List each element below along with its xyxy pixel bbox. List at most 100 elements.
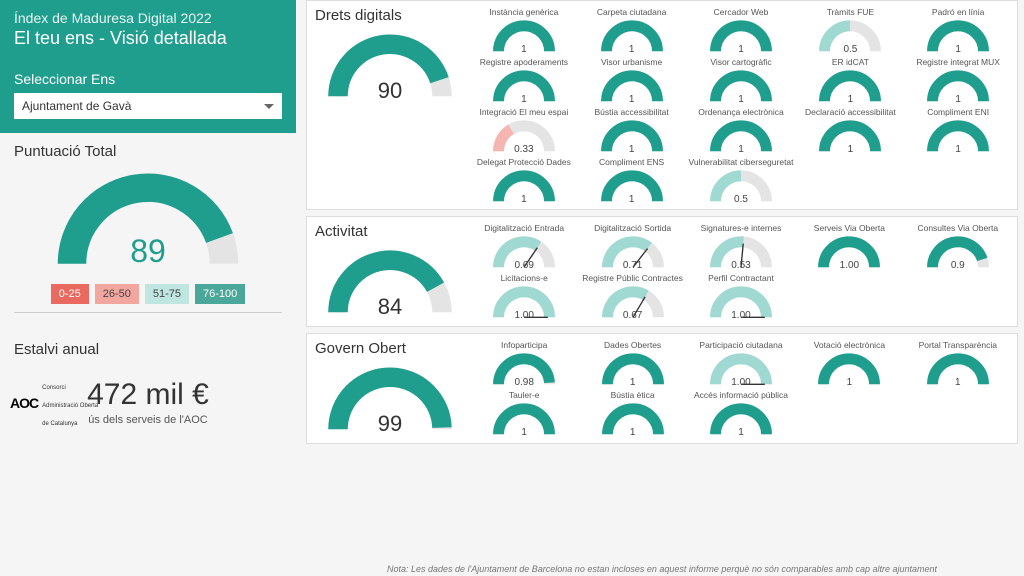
mini-label: Vulnerabilitat ciberseguretat bbox=[688, 157, 793, 167]
mini-gauge: Signatures-e internes 0.53 bbox=[690, 223, 792, 271]
mini-gauge: Integració El meu espai 0.33 bbox=[473, 107, 575, 155]
mini-gauge-grid: Digitalització Entrada 0.69Digitalitzaci… bbox=[473, 223, 1009, 321]
mini-label: Delegat Protecció Dades bbox=[473, 157, 575, 167]
mini-label: Compliment ENI bbox=[907, 107, 1009, 117]
mini-gauge: Participació ciutadana 1.00 bbox=[690, 340, 792, 388]
mini-gauge: Compliment ENS 1 bbox=[581, 157, 683, 205]
mini-gauge: Tauler-e 1 bbox=[473, 390, 575, 438]
mini-gauge-grid: Infoparticipa 0.98Dades Obertes 1Partici… bbox=[473, 340, 1009, 438]
mini-gauge: Dades Obertes 1 bbox=[581, 340, 683, 388]
mini-gauge: Carpeta ciutadana 1 bbox=[581, 7, 683, 55]
mini-label: Declaració accessibilitat bbox=[800, 107, 902, 117]
mini-gauge: Licitacions-e 1.00 bbox=[473, 273, 575, 321]
logo-line3: de Catalunya bbox=[42, 421, 77, 427]
mini-gauge: Compliment ENI 1 bbox=[907, 107, 1009, 155]
mini-gauge: Digitalització Sortida 0.71 bbox=[581, 223, 683, 271]
logo-brand: AOC bbox=[10, 395, 38, 411]
mini-gauge: Registre apoderaments 1 bbox=[473, 57, 575, 105]
dropdown-value: Ajuntament de Gavà bbox=[22, 99, 131, 113]
mini-label: Registre integrat MUX bbox=[907, 57, 1009, 67]
total-score-title: Puntuació Total bbox=[14, 143, 282, 160]
mini-gauge: Instància genèrica 1 bbox=[473, 7, 575, 55]
mini-gauge: Portal Transparència 1 bbox=[907, 340, 1009, 388]
logo-line1: Consorci bbox=[42, 385, 66, 391]
section-title: Drets digitals bbox=[315, 7, 402, 24]
section-title: Govern Obert bbox=[315, 340, 406, 357]
mini-label: Visor cartogràfic bbox=[688, 57, 793, 67]
mini-gauge: Accés informació pública 1 bbox=[690, 390, 792, 438]
mini-gauge: Ordenança electrònica 1 bbox=[688, 107, 793, 155]
mini-label: Instància genèrica bbox=[473, 7, 575, 17]
mini-gauge: Padró en línia 1 bbox=[907, 7, 1009, 55]
section-gauge: 84 bbox=[325, 244, 455, 322]
legend-51-75: 51-75 bbox=[145, 284, 189, 304]
score-legend: 0-25 26-50 51-75 76-100 bbox=[14, 284, 282, 304]
mini-label: Integració El meu espai bbox=[473, 107, 575, 117]
logo-line2: Administració Oberta bbox=[42, 403, 98, 409]
mini-gauge: Vulnerabilitat ciberseguretat 0.5 bbox=[688, 157, 793, 205]
mini-gauge: Bústia ètica 1 bbox=[581, 390, 683, 438]
mini-gauge: Delegat Protecció Dades 1 bbox=[473, 157, 575, 205]
mini-gauge: Infoparticipa 0.98 bbox=[473, 340, 575, 388]
section-1: Activitat 84Digitalització Entrada 0.69D… bbox=[306, 216, 1018, 327]
mini-label: Digitalització Entrada bbox=[473, 223, 575, 233]
mini-label: Registre apoderaments bbox=[473, 57, 575, 67]
legend-26-50: 26-50 bbox=[95, 284, 139, 304]
mini-label: Tràmits FUE bbox=[800, 7, 902, 17]
mini-label: Signatures-e internes bbox=[690, 223, 792, 233]
mini-label: Visor urbanisme bbox=[581, 57, 683, 67]
mini-label: Serveis Via Oberta bbox=[798, 223, 900, 233]
selector-label: Seleccionar Ens bbox=[14, 71, 282, 87]
mini-gauge: Registre integrat MUX 1 bbox=[907, 57, 1009, 105]
left-column: Índex de Maduresa Digital 2022 El teu en… bbox=[0, 0, 296, 436]
header-supertitle: Índex de Maduresa Digital 2022 bbox=[14, 10, 282, 26]
mini-label: Ordenança electrònica bbox=[688, 107, 793, 117]
sections-container: Drets digitals 90Instància genèrica 1Car… bbox=[306, 0, 1018, 450]
mini-gauge: Registre Públic Contractes 0.67 bbox=[581, 273, 683, 321]
mini-gauge: Cercador Web 1 bbox=[688, 7, 793, 55]
selector-block: Seleccionar Ens Ajuntament de Gavà bbox=[0, 63, 296, 133]
aoc-logo: AOC Consorci Administració Oberta de Cat… bbox=[10, 376, 98, 430]
mini-label: Compliment ENS bbox=[581, 157, 683, 167]
legend-76-100: 76-100 bbox=[195, 284, 245, 304]
total-score-value: 89 bbox=[14, 233, 282, 270]
mini-gauge: Declaració accessibilitat 1 bbox=[800, 107, 902, 155]
mini-label: Portal Transparència bbox=[907, 340, 1009, 350]
mini-label: Bústia accessibilitat bbox=[581, 107, 683, 117]
mini-label: Participació ciutadana bbox=[690, 340, 792, 350]
mini-label: Carpeta ciutadana bbox=[581, 7, 683, 17]
mini-gauge: Serveis Via Oberta 1.00 bbox=[798, 223, 900, 271]
mini-label: Cercador Web bbox=[688, 7, 793, 17]
chevron-down-icon bbox=[264, 104, 274, 109]
header-banner: Índex de Maduresa Digital 2022 El teu en… bbox=[0, 0, 296, 63]
mini-gauge: Tràmits FUE 0.5 bbox=[800, 7, 902, 55]
legend-0-25: 0-25 bbox=[51, 284, 89, 304]
mini-gauge: Votació electrònica 1 bbox=[798, 340, 900, 388]
mini-label: ER idCAT bbox=[800, 57, 902, 67]
mini-gauge: Visor cartogràfic 1 bbox=[688, 57, 793, 105]
footnote: Nota: Les dades de l'Ajuntament de Barce… bbox=[306, 564, 1018, 574]
section-2: Govern Obert 99Infoparticipa 0.98Dades O… bbox=[306, 333, 1018, 444]
mini-label: Registre Públic Contractes bbox=[581, 273, 683, 283]
mini-label: Infoparticipa bbox=[473, 340, 575, 350]
savings-title: Estalvi anual bbox=[14, 341, 282, 358]
section-title: Activitat bbox=[315, 223, 368, 240]
section-0: Drets digitals 90Instància genèrica 1Car… bbox=[306, 0, 1018, 210]
mini-gauge: Visor urbanisme 1 bbox=[581, 57, 683, 105]
header-title: El teu ens - Visió detallada bbox=[14, 28, 282, 49]
mini-label: Perfil Contractant bbox=[690, 273, 792, 283]
mini-gauge: Consultes Via Oberta 0.9 bbox=[907, 223, 1009, 271]
mini-label: Licitacions-e bbox=[473, 273, 575, 283]
mini-label: Digitalització Sortida bbox=[581, 223, 683, 233]
entity-dropdown[interactable]: Ajuntament de Gavà bbox=[14, 93, 282, 119]
mini-label: Accés informació pública bbox=[690, 390, 792, 400]
mini-label: Bústia ètica bbox=[581, 390, 683, 400]
mini-gauge-grid: Instància genèrica 1Carpeta ciutadana 1C… bbox=[473, 7, 1009, 205]
mini-label: Tauler-e bbox=[473, 390, 575, 400]
mini-label: Dades Obertes bbox=[581, 340, 683, 350]
mini-gauge: Perfil Contractant 1.00 bbox=[690, 273, 792, 321]
mini-label: Consultes Via Oberta bbox=[907, 223, 1009, 233]
mini-gauge: Bústia accessibilitat 1 bbox=[581, 107, 683, 155]
total-score-card: Puntuació Total 89 0-25 26-50 51-75 76-1… bbox=[0, 133, 296, 331]
mini-label: Padró en línia bbox=[907, 7, 1009, 17]
